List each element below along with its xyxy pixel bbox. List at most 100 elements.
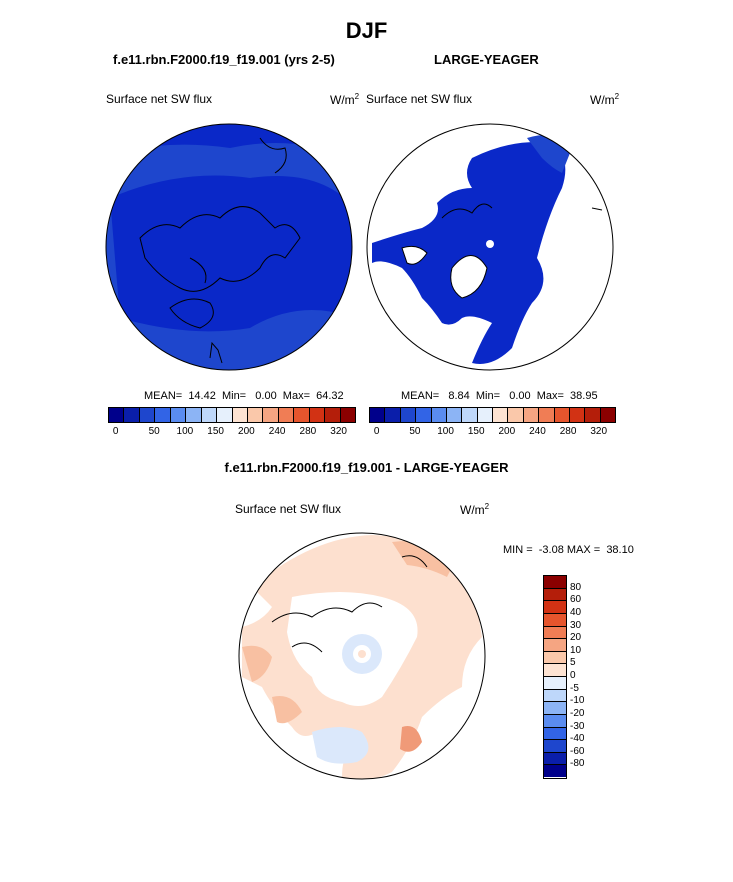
- colorbar-tick-label: 30: [570, 619, 582, 631]
- colorbar-swatch: [544, 689, 566, 703]
- colorbar-tick-label: -80: [570, 758, 585, 770]
- colorbar-tick-label: -5: [570, 682, 579, 694]
- colorbar-swatch: [124, 408, 140, 422]
- colorbar-swatch: [585, 408, 601, 422]
- case-right-title: LARGE-YEAGER: [434, 52, 539, 67]
- colorbar-swatch: [544, 576, 566, 589]
- colorbar-swatch: [544, 752, 566, 766]
- colorbar-swatch: [493, 408, 509, 422]
- colorbar-swatch: [201, 408, 218, 422]
- colorbar-swatch: [170, 408, 187, 422]
- colorbar-tick-label: 100: [176, 426, 194, 437]
- left-colorbar: [108, 407, 356, 423]
- colorbar-tick-label: 100: [437, 426, 454, 437]
- colorbar-tick-label: -30: [570, 720, 585, 732]
- colorbar-swatch: [385, 408, 401, 422]
- left-polar-map: [105, 123, 353, 371]
- colorbar-tick-label: 0: [112, 426, 119, 437]
- left-units-label: W/m2: [330, 92, 360, 107]
- colorbar-swatch: [544, 714, 566, 728]
- left-variable-label: Surface net SW flux: [106, 92, 213, 106]
- colorbar-tick-label: -40: [570, 733, 585, 745]
- right-polar-map: [366, 123, 614, 371]
- colorbar-swatch: [446, 408, 463, 422]
- colorbar-swatch: [477, 408, 493, 422]
- colorbar-tick-label: 5: [570, 657, 576, 669]
- colorbar-swatch: [431, 408, 447, 422]
- colorbar-tick-label: -60: [570, 745, 585, 757]
- colorbar-swatch: [232, 408, 248, 422]
- plot-title: DJF: [345, 18, 388, 43]
- colorbar-tick-label: 10: [570, 644, 582, 656]
- colorbar-swatch: [544, 765, 566, 777]
- colorbar-swatch: [109, 408, 125, 422]
- colorbar-swatch: [544, 613, 566, 627]
- case-left-title: f.e11.rbn.F2000.f19_f19.001 (yrs 2-5): [113, 52, 335, 67]
- colorbar-swatch: [554, 408, 570, 422]
- colorbar-swatch: [544, 727, 566, 741]
- colorbar-tick-label: 200: [498, 426, 516, 437]
- colorbar-tick-label: 40: [570, 606, 582, 618]
- colorbar-swatch: [569, 408, 586, 422]
- diff-minmax: MIN = -3.08 MAX = 38.10: [503, 544, 634, 556]
- right-variable-label: Surface net SW flux: [366, 92, 473, 106]
- colorbar-swatch: [544, 651, 566, 665]
- colorbar-swatch: [186, 408, 202, 422]
- colorbar-swatch: [600, 408, 615, 422]
- colorbar-swatch: [508, 408, 524, 422]
- right-coastline: [441, 203, 493, 219]
- colorbar-tick-label: 240: [268, 426, 286, 437]
- colorbar-swatch: [400, 408, 417, 422]
- colorbar-swatch: [539, 408, 555, 422]
- colorbar-swatch: [155, 408, 171, 422]
- colorbar-tick-label: 150: [207, 426, 224, 437]
- colorbar-swatch: [462, 408, 478, 422]
- colorbar-tick-label: 60: [570, 594, 582, 606]
- right-units-label: W/m2: [590, 92, 620, 107]
- left-coastline: [139, 206, 301, 292]
- colorbar-swatch: [544, 702, 566, 715]
- colorbar-swatch: [263, 408, 279, 422]
- right-colorbar: [369, 407, 616, 423]
- colorbar-tick-label: -10: [570, 695, 585, 707]
- colorbar-swatch: [544, 740, 566, 753]
- colorbar-swatch: [309, 408, 326, 422]
- colorbar-tick-label: 320: [590, 426, 608, 437]
- colorbar-swatch: [544, 677, 566, 690]
- diff-title: f.e11.rbn.F2000.f19_f19.001 - LARGE-YEAG…: [224, 460, 509, 475]
- colorbar-swatch: [370, 408, 386, 422]
- colorbar-tick-label: 150: [467, 426, 485, 437]
- colorbar-tick-label: 240: [529, 426, 546, 437]
- colorbar-tick-label: -20: [570, 707, 585, 719]
- right-stats: MEAN= 8.84 Min= 0.00 Max= 38.95: [401, 390, 598, 402]
- colorbar-tick-label: 280: [559, 426, 577, 437]
- colorbar-tick-label: 50: [409, 426, 421, 437]
- diff-variable-label: Surface net SW flux: [235, 502, 342, 516]
- diff-colorbar: [543, 575, 567, 779]
- colorbar-tick-label: 50: [148, 426, 160, 437]
- colorbar-swatch: [523, 408, 540, 422]
- colorbar-swatch: [325, 408, 341, 422]
- colorbar-swatch: [416, 408, 432, 422]
- colorbar-swatch: [294, 408, 310, 422]
- colorbar-tick-label: 0: [570, 670, 576, 681]
- colorbar-swatch: [544, 601, 566, 614]
- left-stats: MEAN= 14.42 Min= 0.00 Max= 64.32: [144, 390, 344, 402]
- colorbar-swatch: [340, 408, 355, 422]
- diff-polar-map: [238, 532, 486, 780]
- colorbar-tick-label: 280: [299, 426, 317, 437]
- colorbar-tick-label: 20: [570, 632, 582, 644]
- colorbar-tick-label: 200: [238, 426, 255, 437]
- colorbar-swatch: [544, 626, 566, 640]
- diff-map-negative-patch: [312, 727, 369, 764]
- colorbar-swatch: [544, 664, 566, 677]
- right-map-ice-field: [372, 142, 566, 364]
- colorbar-swatch: [217, 408, 233, 422]
- colorbar-tick-label: 320: [330, 426, 347, 437]
- diff-units-label: W/m2: [460, 502, 490, 517]
- colorbar-swatch: [247, 408, 264, 422]
- diff-coastline: [271, 555, 428, 653]
- colorbar-tick-label: 0: [373, 426, 380, 437]
- colorbar-swatch: [139, 408, 156, 422]
- colorbar-swatch: [278, 408, 295, 422]
